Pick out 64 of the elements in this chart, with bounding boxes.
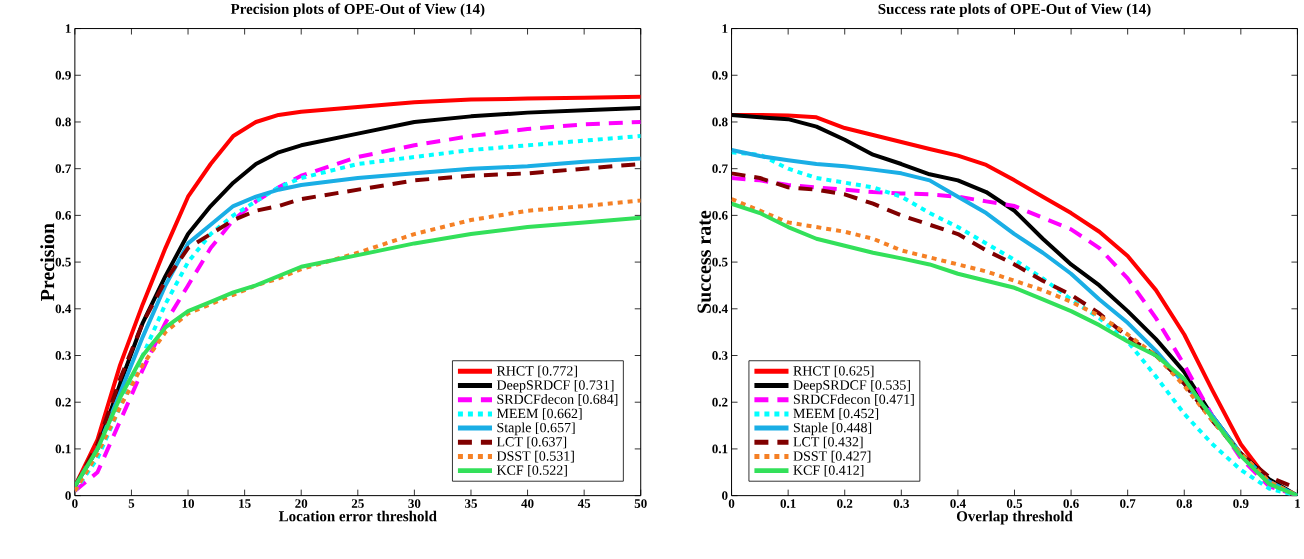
legend-label: MEEM [0.662] (496, 408, 582, 421)
legend-label: DSST [0.531] (496, 451, 574, 463)
y-tick-label: 0.3 (55, 351, 71, 361)
x-tick-label: 0.3 (893, 499, 909, 509)
x-tick-label: 0.5 (1006, 499, 1023, 509)
legend-label: KCF [0.522] (496, 465, 567, 477)
x-tick-label: 40 (521, 499, 534, 509)
x-tick-label: 15 (239, 499, 251, 509)
legend-label: Staple [0.448] (793, 422, 872, 436)
y-tick-label: 0.5 (712, 257, 728, 267)
legend-label: DSST [0.427] (793, 451, 871, 463)
y-tick-label: 0.2 (55, 398, 71, 407)
y-tick-label: 0.5 (55, 257, 71, 267)
y-tick-label: 0.9 (55, 71, 71, 80)
x-axis-title: Overlap threshold (956, 511, 1073, 525)
y-tick-label: 0.8 (55, 117, 71, 127)
y-axis-title: Precision (40, 223, 55, 302)
y-tick-label: 1 (722, 24, 728, 34)
x-tick-label: 50 (634, 499, 647, 509)
y-tick-label: 0.8 (712, 117, 728, 127)
y-tick-label: 0.1 (55, 444, 71, 454)
x-tick-label: 1 (1295, 499, 1301, 508)
legend-label: RHCT [0.625] (793, 365, 874, 378)
legend-label: MEEM [0.452] (793, 408, 879, 421)
x-tick-label: 20 (295, 499, 308, 509)
y-tick-label: 0.7 (55, 164, 72, 174)
x-tick-label: 25 (351, 499, 364, 509)
x-tick-label: 10 (182, 499, 195, 509)
legend-label: DeepSRDCF [0.535] (793, 380, 910, 393)
legend-label: Staple [0.657] (497, 422, 575, 436)
x-tick-label: 45 (577, 499, 591, 509)
legend-label: RHCT [0.772] (496, 365, 577, 378)
y-tick-label: 0.2 (712, 398, 728, 407)
y-tick-label: 0.4 (55, 304, 72, 314)
chart-title: Success rate plots of OPE-Out of View (14) (878, 3, 1151, 18)
x-tick-label: 30 (408, 499, 421, 509)
y-tick-label: 0.1 (712, 444, 728, 454)
y-tick-label: 0.6 (55, 211, 71, 221)
x-tick-label: 35 (464, 499, 477, 509)
y-tick-label: 0.4 (712, 304, 728, 314)
x-tick-label: 0.1 (780, 499, 796, 509)
y-tick-label: 0 (722, 491, 728, 501)
y-tick-label: 0.9 (712, 71, 728, 80)
x-tick-label: 0.9 (1233, 499, 1249, 509)
x-tick-label: 5 (128, 499, 135, 509)
y-axis-title: Success rate (697, 211, 711, 314)
y-tick-label: 0.3 (712, 351, 728, 361)
legend-label: LCT [0.637] (496, 436, 567, 449)
x-tick-label: 0.6 (1063, 499, 1079, 509)
x-tick-label: 0.2 (837, 499, 853, 509)
legend-label: LCT [0.432] (793, 436, 863, 449)
y-tick-label: 0.6 (712, 211, 728, 221)
y-tick-label: 1 (65, 24, 71, 34)
x-axis-title: Location error threshold (278, 511, 437, 522)
y-tick-label: 0.7 (712, 164, 728, 174)
x-tick-label: 0.8 (1176, 499, 1192, 509)
x-tick-label: 0.4 (950, 499, 966, 509)
legend-label: SRDCFdecon [0.684] (497, 394, 618, 406)
x-tick-label: 0.7 (1120, 499, 1136, 509)
legend-label: DeepSRDCF [0.731] (496, 380, 614, 393)
chart-title: Precision plots of OPE-Out of View (14) (230, 3, 485, 18)
y-tick-label: 0 (65, 491, 71, 501)
legend-label: KCF [0.412] (793, 465, 864, 477)
legend-label: SRDCFdecon [0.471] (793, 394, 914, 406)
